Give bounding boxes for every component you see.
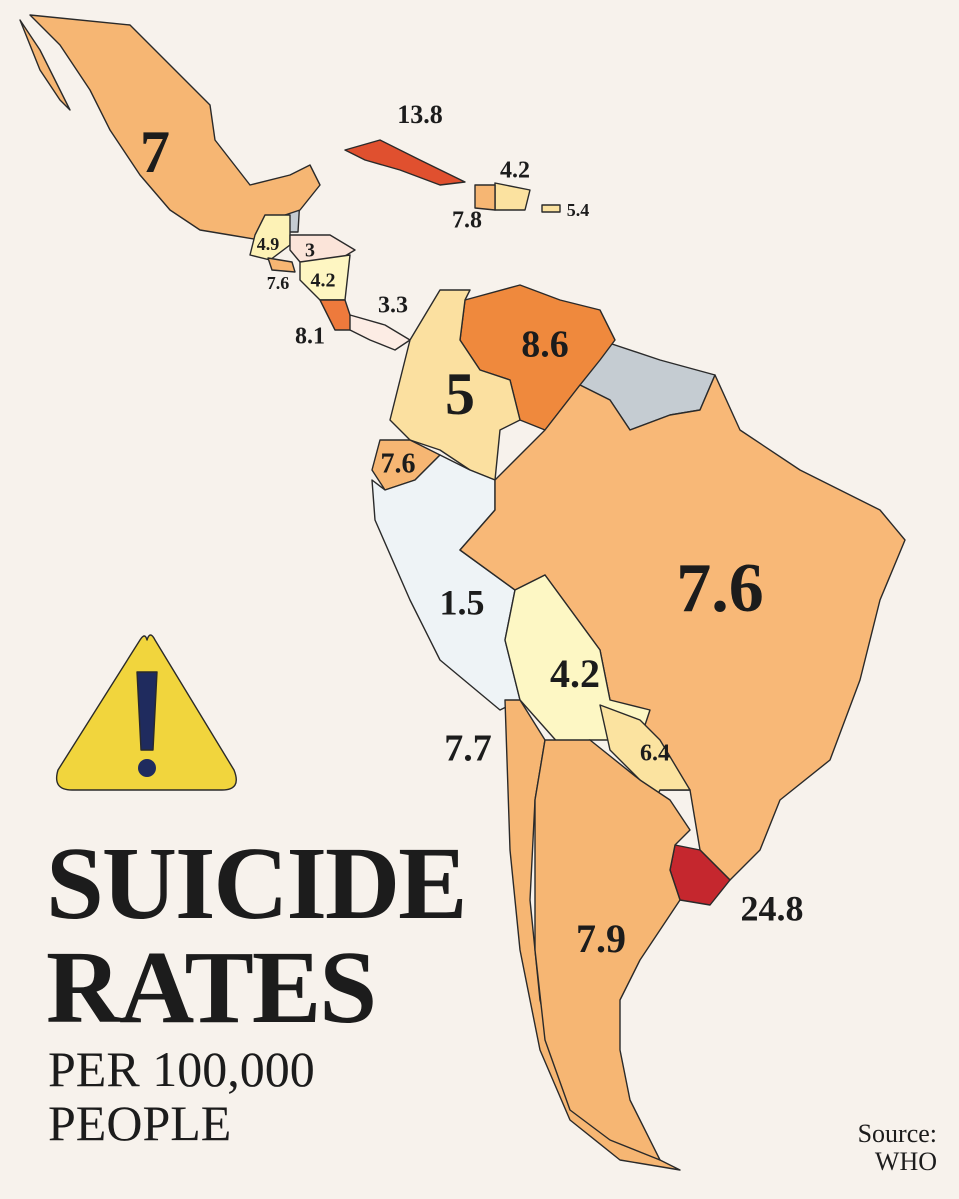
country xyxy=(389,289,521,481)
value-label: 7.7 xyxy=(444,728,492,770)
country xyxy=(534,739,691,1161)
value-label: 6.4 xyxy=(640,741,670,767)
country xyxy=(541,204,561,213)
value-label: 8.1 xyxy=(295,324,325,350)
value-label: 1.5 xyxy=(440,582,485,622)
value-label: 4.2 xyxy=(500,158,530,184)
warning-mark xyxy=(136,671,158,751)
subtitle-line: PEOPLE xyxy=(48,1095,231,1151)
value-label: 5.4 xyxy=(567,200,590,220)
value-label: 4.2 xyxy=(311,270,336,292)
value-label: 5 xyxy=(445,361,475,427)
value-label: 8.6 xyxy=(521,324,569,366)
value-label: 13.8 xyxy=(397,100,443,129)
value-label: 7.6 xyxy=(267,273,290,293)
value-label: 3.3 xyxy=(378,293,408,319)
warning-dot xyxy=(138,759,156,777)
value-label: 7.9 xyxy=(576,916,626,961)
value-label: 4.9 xyxy=(257,234,280,254)
value-label: 7.6 xyxy=(676,550,764,627)
title-line: RATES xyxy=(46,930,375,1045)
subtitle-line: PER 100,000 xyxy=(48,1041,315,1097)
value-label: 4.2 xyxy=(550,651,600,696)
country xyxy=(267,257,296,273)
title-line: SUICIDE xyxy=(46,826,465,941)
map xyxy=(19,14,906,1171)
source-label: Source: xyxy=(858,1119,937,1148)
value-label: 3 xyxy=(305,240,315,262)
baja-peninsula xyxy=(19,19,71,111)
value-label: 24.8 xyxy=(741,888,804,928)
country xyxy=(344,139,466,186)
value-label: 7.8 xyxy=(452,208,482,234)
value-label: 7.6 xyxy=(381,448,416,479)
source-value: WHO xyxy=(875,1147,937,1176)
country xyxy=(349,314,411,351)
country xyxy=(474,184,496,211)
value-label: 7 xyxy=(140,119,170,185)
warning-icon xyxy=(55,634,237,791)
country xyxy=(599,704,691,811)
